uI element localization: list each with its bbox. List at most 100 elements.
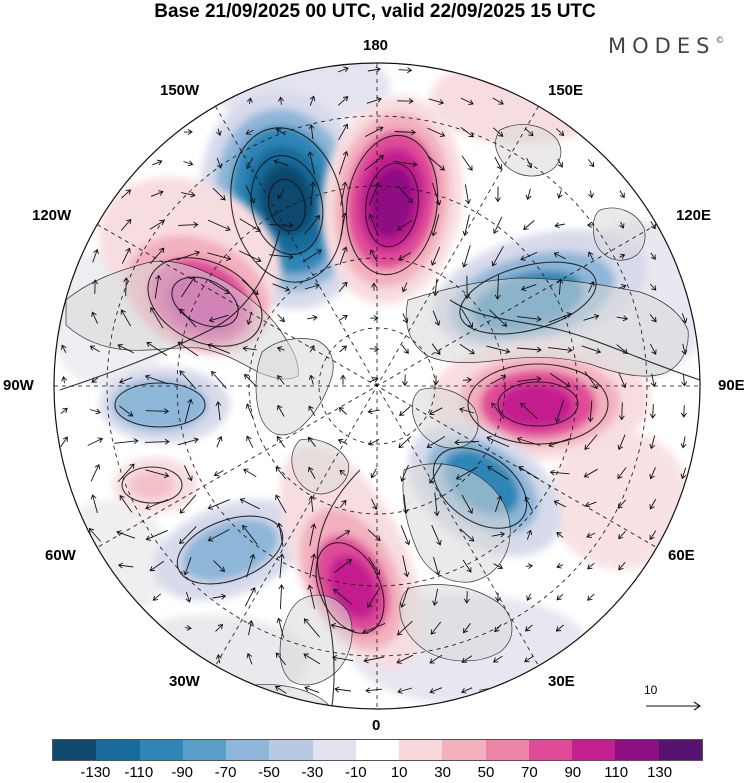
wind-vector xyxy=(557,189,563,199)
wind-vector xyxy=(121,247,131,264)
wind-vector xyxy=(246,652,253,665)
wind-vector xyxy=(584,501,597,508)
wind-vector xyxy=(587,562,595,570)
wind-vector xyxy=(371,282,377,291)
wind-vector xyxy=(428,407,443,416)
wind-vector xyxy=(525,563,534,570)
wind-vector xyxy=(340,181,348,206)
wind-vector xyxy=(278,553,285,578)
wind-vector xyxy=(588,280,595,293)
wind-vector xyxy=(618,530,626,540)
wind-vectors xyxy=(60,66,688,694)
wind-vector xyxy=(489,309,508,327)
wind-vector xyxy=(650,221,656,230)
wind-vector xyxy=(308,466,316,479)
wind-vector xyxy=(244,587,256,607)
colorbar-ticks: -130 -110 -90 -70 -50 -30 -10 10 30 50 70 90 110 130 xyxy=(0,764,750,782)
wind-vector xyxy=(213,470,224,477)
label-60w: 60W xyxy=(45,547,76,564)
wind-vector xyxy=(242,524,258,545)
wind-vector xyxy=(339,345,348,353)
wind-vector xyxy=(367,529,381,541)
wind-vector xyxy=(364,154,385,171)
colorbar-swatch xyxy=(226,740,270,760)
label-120e: 120E xyxy=(676,207,712,224)
label-90w: 90W xyxy=(3,377,34,394)
wind-vector xyxy=(334,686,352,693)
wind-vector xyxy=(618,562,626,571)
wind-vector xyxy=(302,249,322,263)
wind-vector xyxy=(524,127,534,137)
wind-vector xyxy=(431,214,440,237)
label-0: 0 xyxy=(372,717,381,734)
wind-vector xyxy=(649,343,657,355)
wind-vector xyxy=(176,250,201,261)
wind-vector xyxy=(493,563,504,570)
wind-vector xyxy=(179,370,197,390)
wind-vector xyxy=(557,278,564,295)
brand-name: MODES xyxy=(608,34,716,58)
wind-vector xyxy=(433,556,441,576)
wind-vector xyxy=(618,402,625,421)
wind-vector xyxy=(587,400,594,423)
wind-vector xyxy=(119,377,133,384)
wind-vector xyxy=(123,277,130,297)
colorbar-swatch xyxy=(658,740,702,760)
wind-vector xyxy=(548,437,572,448)
wind-vector xyxy=(307,436,316,447)
wind-vector xyxy=(212,187,226,201)
wind-vector xyxy=(304,283,320,290)
wind-vector xyxy=(183,129,193,135)
wind-vector xyxy=(117,344,135,354)
wind-vector xyxy=(239,250,262,263)
wind-vector xyxy=(89,408,101,415)
wind-vector xyxy=(649,530,657,541)
wind-vector xyxy=(208,280,230,294)
wind-vector xyxy=(309,181,316,206)
wind-vector xyxy=(430,621,442,635)
colorbar-tick-label: -50 xyxy=(258,764,280,781)
wind-vector xyxy=(92,248,99,263)
colorbar-swatch xyxy=(355,740,400,760)
wind-vector xyxy=(338,406,348,415)
wind-vector xyxy=(619,253,626,260)
anomaly-positive-1 xyxy=(321,95,463,305)
wind-vector xyxy=(150,306,164,329)
wind-vector xyxy=(177,437,199,446)
wind-vector xyxy=(649,435,656,450)
wind-vector xyxy=(333,588,353,606)
wind-vector xyxy=(215,400,222,421)
wind-vector xyxy=(120,309,131,327)
wind-vector xyxy=(516,436,541,446)
colorbar-tick-label: -10 xyxy=(344,764,367,781)
wind-vector xyxy=(587,159,595,168)
modes-logo: MODES© xyxy=(608,34,724,58)
wind-vector xyxy=(581,345,602,354)
wind-vector xyxy=(520,251,538,261)
wind-vector xyxy=(246,157,254,170)
wind-vector xyxy=(554,399,564,423)
wind-vector xyxy=(494,624,502,633)
wind-vector xyxy=(494,186,501,203)
wind-vector xyxy=(207,219,231,232)
wind-vector xyxy=(89,345,100,353)
wind-vector xyxy=(208,314,229,323)
wind-vector xyxy=(370,468,377,479)
wind-vector xyxy=(583,313,600,321)
wind-vector xyxy=(681,343,688,355)
wind-vector xyxy=(154,274,162,299)
wind-vector xyxy=(60,407,68,415)
colorbar-tick-label: 130 xyxy=(647,764,673,781)
wind-vector xyxy=(432,310,441,326)
wind-vector xyxy=(494,495,503,512)
wind-vector xyxy=(397,185,414,204)
wind-vector xyxy=(430,246,441,266)
wind-vector xyxy=(308,374,315,385)
wind-vector xyxy=(370,315,379,321)
wind-vector xyxy=(548,346,573,353)
wind-vector xyxy=(432,182,442,206)
wind-vector xyxy=(524,655,534,663)
colorbar-swatch xyxy=(312,740,356,760)
wind-vector xyxy=(339,499,347,508)
wind-vector xyxy=(239,498,260,510)
